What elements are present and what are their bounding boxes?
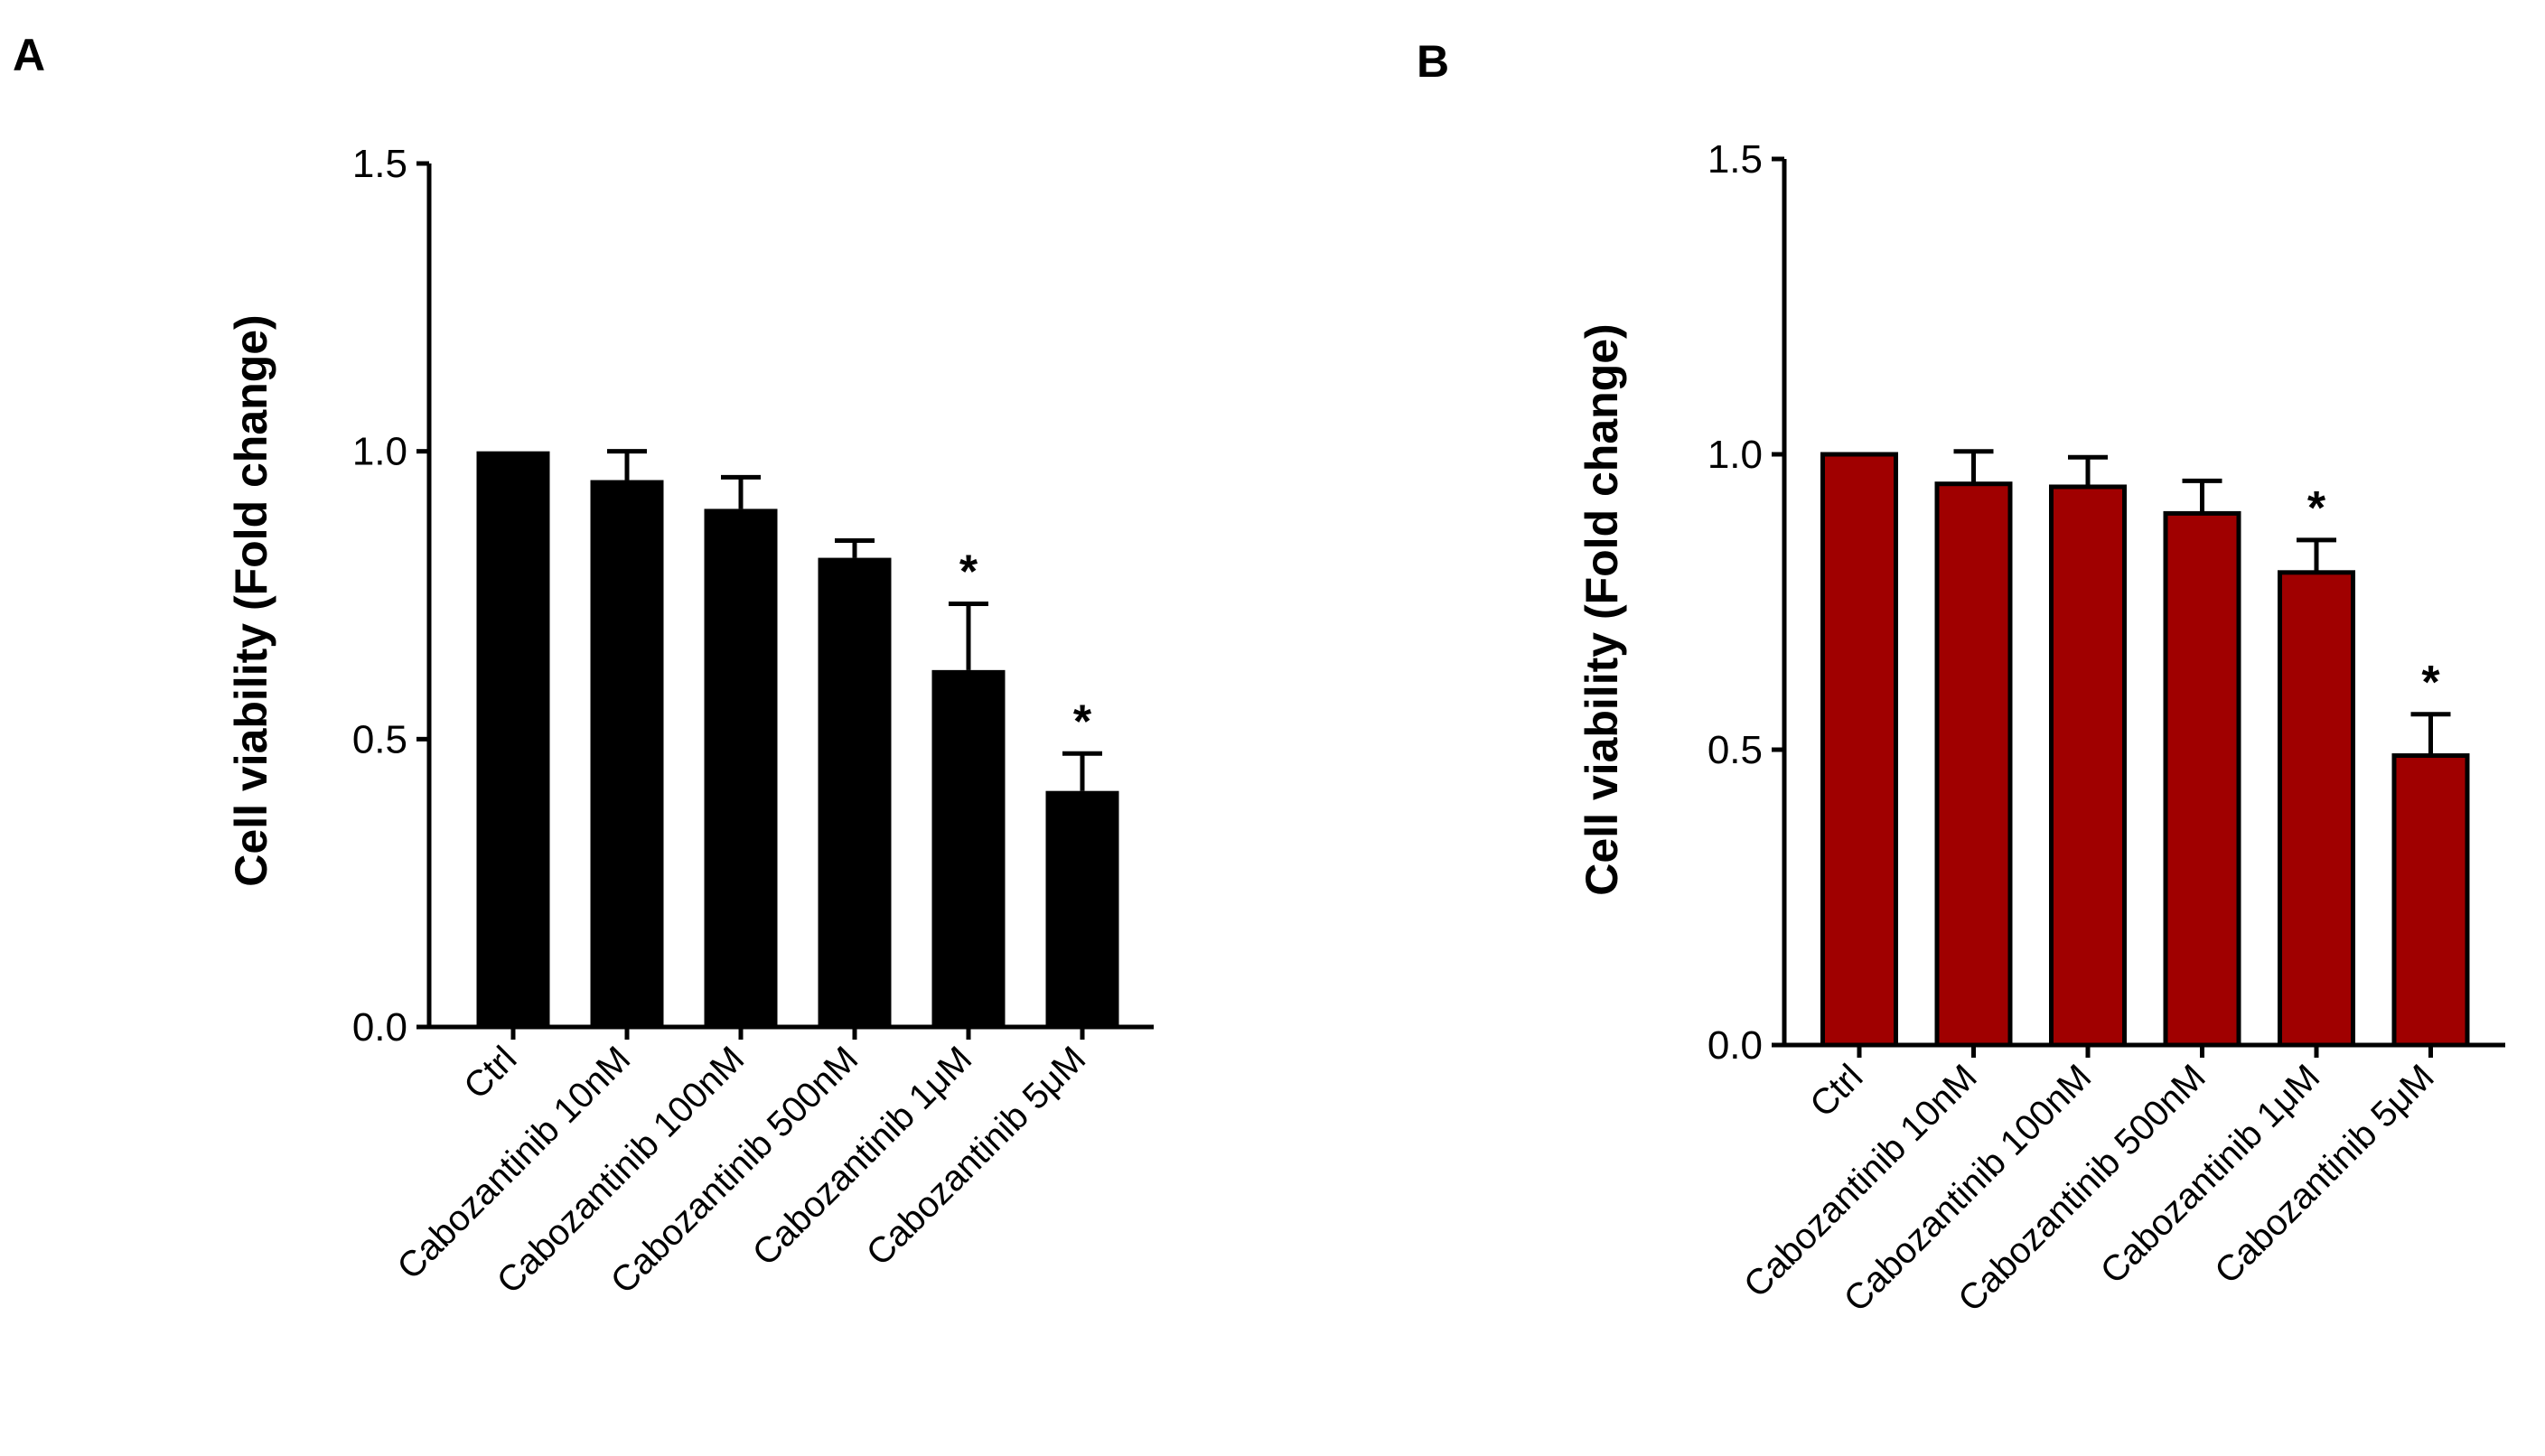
panel-b-x-tick-label: Ctrl xyxy=(1802,1057,1870,1125)
panel-a-bar xyxy=(590,480,664,1027)
panel-a-bar xyxy=(931,669,1006,1027)
panel-a-y-tick-label: 0.0 xyxy=(352,1005,407,1050)
panel-b-x-tick-label: Cabozantinib 5μM xyxy=(2207,1057,2442,1292)
panel-b-x-tick-label: Cabozantinib 1μM xyxy=(2093,1057,2328,1292)
panel-b-letter: B xyxy=(1417,36,1449,87)
panel-a-y-tick-label: 0.5 xyxy=(352,717,407,761)
panel-b-bar xyxy=(2163,510,2241,1048)
panel-a-significance-marker: * xyxy=(959,546,978,599)
panel-a-letter: A xyxy=(13,30,45,80)
panel-a-x-tick-label: Ctrl xyxy=(456,1039,524,1106)
panel-a-y-tick-label: 1.0 xyxy=(352,430,407,474)
panel-b-y-tick-label: 0.5 xyxy=(1708,728,1763,772)
panel-b-bar xyxy=(1820,452,1898,1048)
panel-a-bar xyxy=(476,451,550,1028)
panel-b-y-tick-label: 1.5 xyxy=(1708,137,1763,182)
panel-a: A Cell viability (Fold change) 0.0 0.5 1.0… xyxy=(13,30,1154,1302)
panel-a-x-tick-label: Cabozantinib 1μM xyxy=(745,1039,980,1274)
panel-a-significance-marker: * xyxy=(1073,695,1092,748)
panel-b-significance-marker: * xyxy=(2421,657,2440,709)
panel-a-y-axis-title: Cell viability (Fold change) xyxy=(226,314,276,886)
panel-b-y-tick-label: 1.0 xyxy=(1708,433,1763,477)
panel-a-y-tick-label: 1.5 xyxy=(352,142,407,186)
panel-a-bar xyxy=(1045,790,1119,1027)
panel-b-y-tick-label: 0.0 xyxy=(1708,1023,1763,1068)
panel-a-bar xyxy=(818,557,892,1027)
panel-a-bar xyxy=(704,509,778,1027)
panel-b-bar xyxy=(2278,570,2355,1048)
panel-b-significance-marker: * xyxy=(2307,482,2326,535)
panel-b-bar xyxy=(2391,753,2470,1048)
panel-b-bar xyxy=(2049,484,2127,1048)
panel-b-y-axis-title: Cell viability (Fold change) xyxy=(1577,323,1627,895)
panel-b: B Cell viability (Fold change) 0.0 0.5 1.0… xyxy=(1417,36,2505,1320)
panel-b-bar xyxy=(1934,481,2013,1048)
panel-a-x-tick-label: Cabozantinib 5μM xyxy=(859,1039,1094,1274)
